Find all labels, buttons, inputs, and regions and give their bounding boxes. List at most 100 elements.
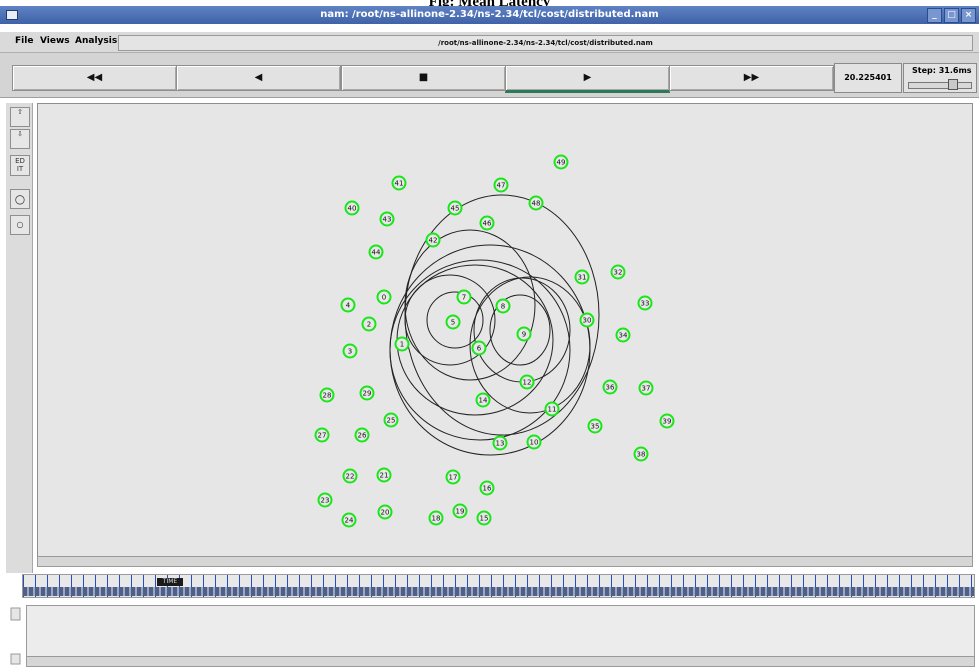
network-node[interactable]: 13: [492, 435, 508, 451]
network-node[interactable]: 42: [425, 232, 441, 248]
network-node[interactable]: 43: [379, 211, 395, 227]
network-node[interactable]: 4: [340, 297, 356, 313]
network-node[interactable]: 46: [479, 215, 495, 231]
network-node[interactable]: 21: [376, 467, 392, 483]
network-node[interactable]: 22: [342, 468, 358, 484]
node-label: 29: [363, 390, 372, 398]
network-node[interactable]: 28: [319, 387, 335, 403]
network-node[interactable]: 5: [445, 314, 461, 330]
step-thumb[interactable]: [948, 79, 958, 90]
network-node[interactable]: 23: [317, 492, 333, 508]
annotation-panel[interactable]: [26, 605, 975, 657]
network-node[interactable]: 9: [516, 326, 532, 342]
node-label: 42: [429, 237, 438, 245]
node-label: 15: [480, 515, 489, 523]
window-titlebar[interactable]: nam: /root/ns-allinone-2.34/ns-2.34/tcl/…: [0, 6, 979, 24]
network-node[interactable]: 45: [447, 200, 463, 216]
node-label: 37: [642, 385, 651, 393]
network-node[interactable]: 3: [342, 343, 358, 359]
step-slider[interactable]: Step: 31.6ms: [903, 63, 977, 93]
fast-forward-button[interactable]: ▶▶: [669, 65, 834, 91]
step-track[interactable]: [908, 82, 972, 89]
circle-tool-icon[interactable]: ○: [10, 189, 30, 209]
node-label: 39: [663, 418, 672, 426]
node-label: 38: [637, 451, 646, 459]
network-node[interactable]: 35: [587, 418, 603, 434]
network-node[interactable]: 30: [579, 312, 595, 328]
stop-button[interactable]: ■: [341, 65, 506, 91]
canvas-horizontal-scrollbar[interactable]: [37, 556, 973, 567]
network-node[interactable]: 18: [428, 510, 444, 526]
network-node[interactable]: 37: [638, 380, 654, 396]
close-icon[interactable]: ×: [961, 8, 976, 23]
network-node[interactable]: 24: [341, 512, 357, 528]
network-node[interactable]: 25: [383, 412, 399, 428]
network-node[interactable]: 12: [519, 374, 535, 390]
event-timeline[interactable]: TIME: [22, 574, 975, 598]
menu-file[interactable]: File: [15, 36, 34, 46]
window-title: nam: /root/ns-allinone-2.34/ns-2.34/tcl/…: [320, 9, 659, 20]
timeline-marker[interactable]: TIME: [157, 578, 183, 586]
node-label: 23: [321, 497, 330, 505]
node-label: 47: [497, 182, 506, 190]
node-label: 17: [449, 474, 458, 482]
network-node[interactable]: 15: [476, 510, 492, 526]
network-node[interactable]: 40: [344, 200, 360, 216]
node-label: 20: [381, 509, 390, 517]
network-node[interactable]: 11: [544, 401, 560, 417]
small-circle-tool-icon[interactable]: ○: [10, 215, 30, 235]
menu-analysis[interactable]: Analysis: [75, 36, 118, 46]
annotation-horizontal-scrollbar[interactable]: [26, 656, 975, 667]
node-label: 45: [451, 205, 460, 213]
network-node[interactable]: 0: [376, 289, 392, 305]
network-node[interactable]: 36: [602, 379, 618, 395]
network-node[interactable]: 39: [659, 413, 675, 429]
node-label: 9: [522, 331, 526, 339]
node-label: 11: [548, 406, 557, 414]
edit-tool[interactable]: ED IT: [10, 155, 30, 176]
play-button[interactable]: ▶: [505, 65, 670, 93]
network-node[interactable]: 2: [361, 316, 377, 332]
step-back-button[interactable]: ◀: [176, 65, 341, 91]
node-label: 8: [501, 303, 505, 311]
network-node[interactable]: 34: [615, 327, 631, 343]
network-node[interactable]: 31: [574, 269, 590, 285]
network-node[interactable]: 6: [471, 340, 487, 356]
node-label: 3: [348, 348, 352, 356]
network-node[interactable]: 20: [377, 504, 393, 520]
network-node[interactable]: 29: [359, 385, 375, 401]
network-node[interactable]: 26: [354, 427, 370, 443]
window-menu-icon[interactable]: [6, 10, 18, 20]
network-node[interactable]: 32: [610, 264, 626, 280]
node-label: 19: [456, 508, 465, 516]
network-node[interactable]: 38: [633, 446, 649, 462]
network-node[interactable]: 14: [475, 392, 491, 408]
menu-views[interactable]: Views: [40, 36, 70, 46]
network-node[interactable]: 33: [637, 295, 653, 311]
zoom-in-icon[interactable]: ⇧: [10, 107, 30, 127]
network-node[interactable]: 7: [456, 289, 472, 305]
network-node[interactable]: 17: [445, 469, 461, 485]
minimize-icon[interactable]: _: [927, 8, 942, 23]
node-label: 30: [583, 317, 592, 325]
network-node[interactable]: 16: [479, 480, 495, 496]
node-label: 44: [372, 249, 381, 257]
network-canvas[interactable]: 0 1 2 3 4 5 6 7 8 9 10 11 12 13 14 15 16 17 18 19 20 21 22 23 24…: [37, 103, 973, 558]
network-node[interactable]: 27: [314, 427, 330, 443]
maximize-icon[interactable]: □: [944, 8, 959, 23]
network-node[interactable]: 19: [452, 503, 468, 519]
node-label: 28: [323, 392, 332, 400]
annotation-scrollbar[interactable]: [10, 606, 22, 666]
network-node[interactable]: 1: [394, 336, 410, 352]
transmission-range-ring: [426, 291, 484, 349]
zoom-out-icon[interactable]: ⇩: [10, 129, 30, 149]
network-node[interactable]: 48: [528, 195, 544, 211]
network-node[interactable]: 41: [391, 175, 407, 191]
network-node[interactable]: 10: [526, 434, 542, 450]
network-node[interactable]: 49: [553, 154, 569, 170]
rewind-button[interactable]: ◀◀: [12, 65, 177, 91]
network-node[interactable]: 8: [495, 298, 511, 314]
network-node[interactable]: 47: [493, 177, 509, 193]
node-label: 36: [606, 384, 615, 392]
network-node[interactable]: 44: [368, 244, 384, 260]
